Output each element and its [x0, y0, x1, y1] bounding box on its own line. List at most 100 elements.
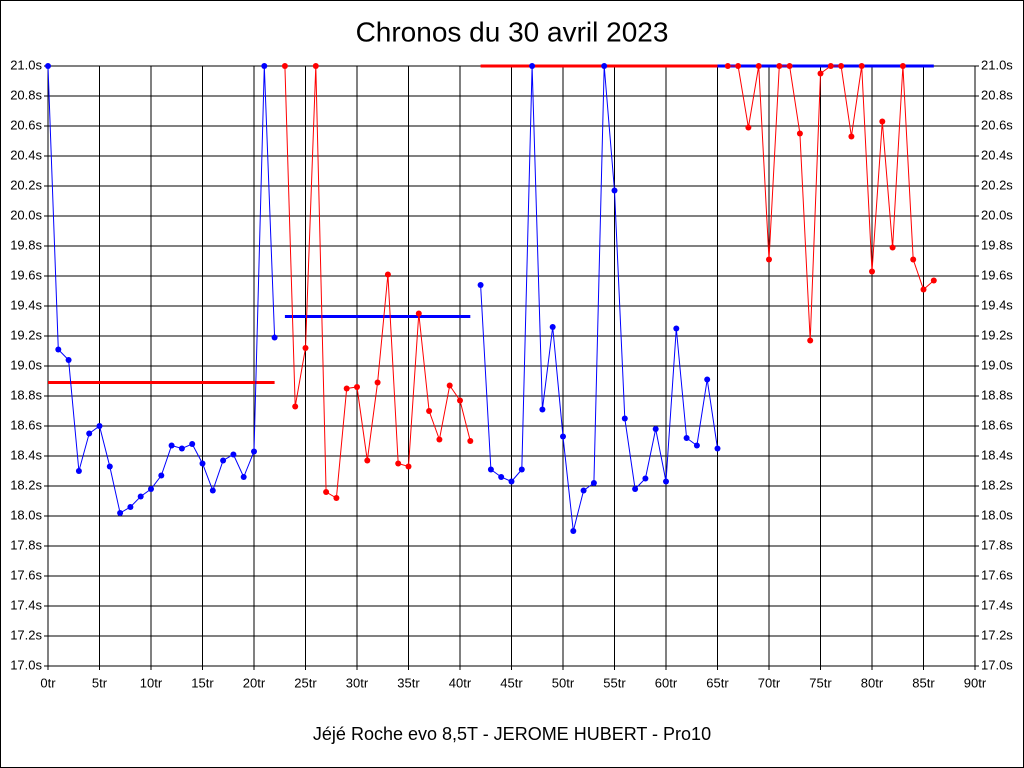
point [796, 130, 803, 137]
point [673, 325, 680, 332]
y-tick-label: 19.0s [10, 357, 42, 372]
point [776, 63, 783, 69]
y2-tick-label: 18.4s [981, 447, 1013, 462]
y-tick-label: 18.6s [10, 417, 42, 432]
y-tick-label: 17.8s [10, 537, 42, 552]
point [611, 187, 618, 194]
point [745, 124, 752, 131]
x-tick-label: 0tr [40, 675, 56, 690]
point [580, 487, 587, 494]
x-tick-label: 65tr [706, 675, 729, 690]
y-tick-label: 17.4s [10, 597, 42, 612]
point [920, 286, 927, 293]
point [683, 435, 690, 441]
point [858, 63, 865, 69]
point [570, 528, 577, 534]
y-tick-label: 17.2s [10, 627, 42, 642]
point [848, 133, 855, 140]
point [910, 256, 917, 263]
y2-tick-label: 18.2s [981, 477, 1013, 492]
point [137, 493, 144, 500]
point [879, 118, 886, 125]
point [838, 63, 845, 69]
point [529, 63, 536, 69]
point [106, 463, 113, 470]
point [333, 495, 340, 501]
y2-tick-label: 20.2s [981, 177, 1013, 192]
y2-tick-label: 17.8s [981, 537, 1013, 552]
x-tick-label: 80tr [861, 675, 884, 690]
point [549, 324, 556, 330]
point [354, 384, 360, 390]
point [766, 256, 772, 263]
point [807, 337, 814, 344]
y2-tick-label: 21.0s [981, 57, 1013, 72]
point [251, 448, 257, 455]
y2-tick-label: 20.6s [981, 117, 1013, 132]
point [261, 63, 268, 69]
y2-tick-label: 20.0s [981, 207, 1013, 222]
point [45, 63, 51, 69]
y-tick-label: 18.0s [10, 507, 42, 522]
y-tick-label: 20.6s [10, 117, 42, 132]
x-tick-label: 10tr [140, 675, 163, 690]
point [209, 487, 216, 494]
y-tick-label: 19.4s [10, 297, 42, 312]
y2-tick-label: 19.4s [981, 297, 1013, 312]
y-tick-label: 19.6s [10, 267, 42, 282]
y-tick-label: 20.4s [10, 147, 42, 162]
x-tick-label: 60tr [655, 675, 678, 690]
x-tick-label: 35tr [397, 675, 420, 690]
x-tick-label: 75tr [809, 675, 832, 690]
point [271, 334, 278, 341]
point [487, 466, 494, 473]
point [426, 408, 433, 414]
point [446, 382, 453, 389]
point [693, 442, 700, 449]
point [601, 63, 608, 69]
point [508, 478, 515, 485]
point [168, 442, 175, 449]
x-tick-label: 50tr [552, 675, 575, 690]
y2-tick-label: 19.0s [981, 357, 1013, 372]
y-tick-label: 17.6s [10, 567, 42, 582]
x-tick-label: 30tr [346, 675, 369, 690]
y2-tick-label: 19.6s [981, 267, 1013, 282]
x-tick-label: 55tr [603, 675, 626, 690]
point [343, 385, 350, 392]
point [55, 346, 62, 353]
point [281, 63, 288, 69]
point [817, 70, 824, 77]
y2-tick-label: 17.2s [981, 627, 1013, 642]
point [498, 474, 505, 480]
y-tick-label: 20.8s [10, 87, 42, 102]
chart-title: Chronos du 30 avril 2023 [356, 16, 669, 47]
y2-tick-label: 19.2s [981, 327, 1013, 342]
point [240, 474, 247, 480]
point [869, 268, 875, 275]
point [158, 472, 165, 479]
point [652, 426, 659, 432]
point [178, 445, 185, 452]
point [714, 445, 721, 452]
point [86, 430, 93, 437]
y-tick-label: 19.8s [10, 237, 42, 252]
point [415, 310, 422, 317]
y-tick-label: 20.0s [10, 207, 42, 222]
point [735, 63, 742, 69]
point [96, 423, 103, 429]
y-tick-label: 18.2s [10, 477, 42, 492]
point [292, 403, 299, 410]
point [755, 63, 762, 69]
y2-tick-label: 19.8s [981, 237, 1013, 252]
point [405, 463, 412, 470]
x-tick-label: 85tr [912, 675, 935, 690]
x-tick-label: 45tr [500, 675, 523, 690]
y-tick-label: 18.4s [10, 447, 42, 462]
point [384, 271, 391, 278]
x-tick-label: 90tr [964, 675, 987, 690]
y2-tick-label: 18.8s [981, 387, 1013, 402]
point [127, 504, 134, 510]
y-tick-label: 20.2s [10, 177, 42, 192]
